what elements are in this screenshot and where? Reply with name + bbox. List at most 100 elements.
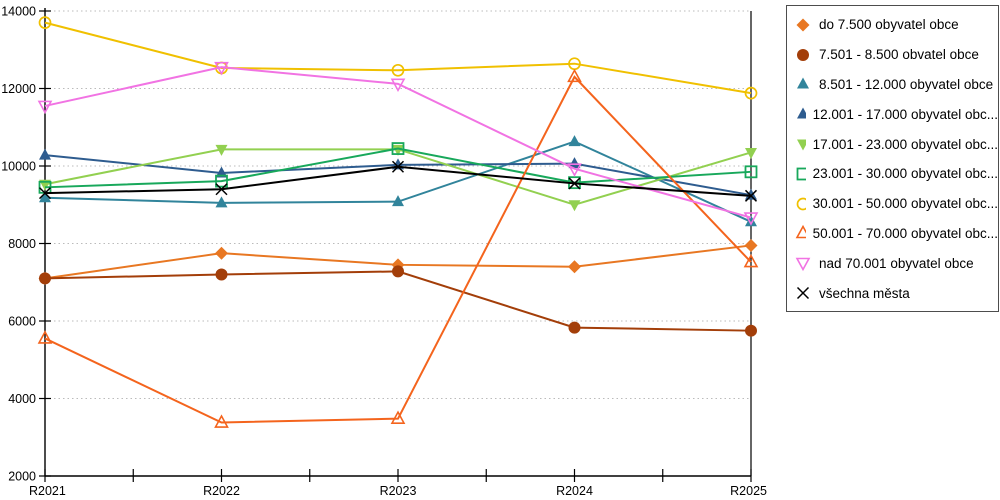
data-point-marker (215, 268, 228, 281)
legend-item-5: 17.001 - 23.000 obyvatel obc... (794, 129, 998, 159)
x-axis-label: R2024 (556, 484, 593, 498)
y-axis-label: 2000 (8, 470, 36, 484)
legend-label: do 7.500 obyvatel obce (819, 17, 959, 33)
legend-marker-icon (796, 287, 810, 300)
data-point-marker (795, 257, 811, 272)
data-point-marker (745, 215, 757, 227)
data-point-marker (745, 324, 757, 337)
series-line (44, 270, 752, 332)
legend-label: 17.001 - 23.000 obyvatel obc... (812, 136, 998, 152)
legend-item-10: všechna města (794, 278, 998, 308)
data-point-marker (744, 238, 758, 252)
data-point-marker (215, 183, 228, 196)
data-point-marker (38, 187, 52, 200)
legend-label: 8.501 - 12.000 obyvatel obce (819, 76, 994, 92)
data-point-marker (37, 330, 53, 344)
data-point-marker (796, 167, 806, 181)
series-line (44, 21, 752, 95)
data-point-marker (797, 48, 809, 61)
data-point-marker (796, 18, 810, 32)
legend-label: nad 70.001 obyvatel obce (819, 255, 974, 271)
legend-item-3: 8.501 - 12.000 obyvatel obce (794, 70, 998, 100)
data-point-marker (391, 142, 405, 155)
legend-item-9: nad 70.001 obyvatel obce (794, 248, 998, 278)
legend-marker-icon (797, 139, 806, 151)
data-point-marker (39, 191, 51, 203)
legend-item-7: 30.001 - 50.000 obyvatel obc... (794, 189, 998, 219)
legend-label: 23.001 - 30.000 obyvatel obc... (812, 166, 998, 182)
data-point-marker (392, 144, 404, 156)
data-point-marker (568, 157, 581, 169)
legend-marker-icon (795, 257, 811, 272)
data-point-marker (215, 174, 228, 188)
x-axis-label: R2023 (380, 484, 417, 498)
legend-marker-icon (797, 107, 806, 119)
y-axis-label: 8000 (8, 237, 36, 251)
legend-label: 30.001 - 50.000 obyvatel obc... (812, 196, 998, 212)
series-10 (38, 160, 758, 202)
series-2 (39, 265, 757, 337)
data-point-marker (39, 148, 51, 160)
data-point-marker (797, 139, 806, 151)
legend-marker-icon (796, 18, 810, 32)
data-point-marker (567, 163, 582, 177)
y-axis-label: 14000 (1, 5, 36, 19)
series-7 (38, 16, 758, 100)
data-point-marker (215, 144, 228, 156)
data-point-marker (392, 195, 404, 207)
data-point-marker (744, 189, 758, 202)
data-point-marker (568, 177, 581, 190)
legend-label: všechna města (819, 285, 910, 301)
data-point-marker (215, 196, 228, 208)
legend-item-2: 7.501 - 8.500 obvatel obce (794, 40, 998, 70)
data-point-marker (743, 212, 759, 226)
legend-label: 50.001 - 70.000 obyvatel obc... (812, 225, 998, 241)
data-point-marker (745, 147, 757, 159)
series-line (44, 75, 752, 424)
chart-legend: do 7.500 obyvatel obce 7.501 - 8.500 obva… (786, 5, 999, 312)
x-axis-label: R2025 (730, 484, 767, 498)
legend-marker-icon (796, 197, 806, 211)
data-point-marker (744, 86, 758, 100)
data-point-marker (744, 165, 758, 179)
series-line (44, 66, 752, 219)
data-point-marker (797, 107, 806, 119)
y-axis-label: 12000 (1, 82, 36, 96)
data-point-marker (38, 16, 52, 29)
data-point-marker (39, 272, 51, 285)
x-axis-label: R2022 (203, 484, 240, 498)
data-point-marker (568, 260, 581, 274)
legend-item-8: 50.001 - 70.000 obyvatel obc... (794, 219, 998, 249)
data-point-marker (795, 225, 806, 239)
data-point-marker (745, 188, 757, 200)
series-8 (37, 68, 759, 428)
x-axis-label: R2021 (29, 484, 66, 498)
series-line (44, 147, 752, 189)
series-3 (39, 135, 757, 227)
series-1 (38, 238, 758, 285)
y-axis-label: 4000 (8, 392, 36, 406)
legend-marker-icon (797, 77, 809, 89)
data-point-marker (214, 61, 229, 76)
data-point-marker (568, 135, 581, 147)
data-point-marker (390, 410, 406, 424)
data-point-marker (568, 200, 581, 212)
data-point-marker (391, 63, 405, 77)
data-point-marker (392, 265, 404, 278)
data-point-marker (797, 77, 809, 89)
y-axis-label: 10000 (1, 160, 36, 174)
legend-item-1: do 7.500 obyvatel obce (794, 10, 998, 40)
series-line (44, 165, 752, 197)
legend-marker-icon (797, 48, 809, 61)
series-9 (37, 61, 759, 226)
data-point-marker (37, 100, 53, 115)
data-point-marker (390, 78, 406, 93)
legend-item-4: 12.001 - 17.000 obyvatel obc... (794, 99, 998, 129)
data-point-marker (214, 414, 229, 428)
data-point-marker (796, 287, 810, 300)
data-point-marker (796, 197, 806, 211)
data-point-marker (568, 321, 581, 334)
legend-marker-icon (796, 167, 806, 181)
